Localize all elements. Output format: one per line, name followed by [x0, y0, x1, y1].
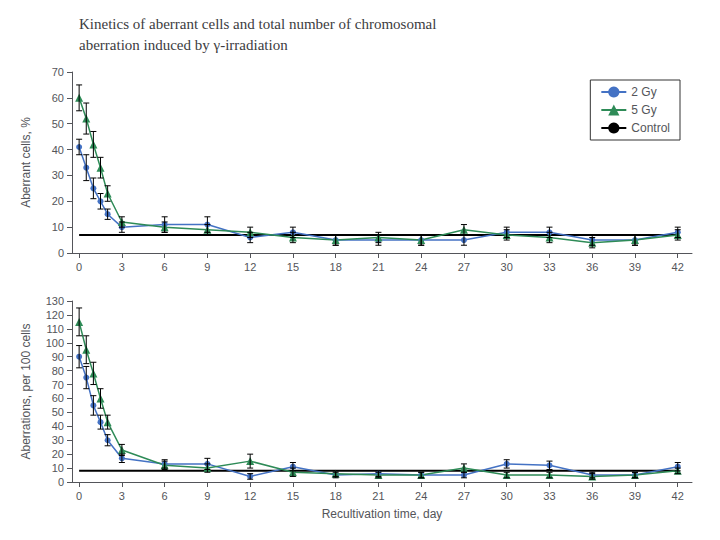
- svg-text:Aberrations, per 100 cells: Aberrations, per 100 cells: [19, 323, 33, 459]
- svg-text:130: 130: [46, 295, 64, 307]
- svg-text:33: 33: [543, 261, 555, 273]
- svg-text:36: 36: [586, 261, 598, 273]
- svg-text:0: 0: [58, 476, 64, 488]
- svg-text:27: 27: [458, 261, 470, 273]
- svg-text:110: 110: [46, 323, 64, 335]
- svg-text:3: 3: [119, 490, 125, 502]
- svg-text:3: 3: [119, 261, 125, 273]
- svg-text:60: 60: [52, 92, 64, 104]
- svg-text:6: 6: [162, 490, 168, 502]
- svg-text:27: 27: [458, 490, 470, 502]
- svg-text:42: 42: [672, 261, 684, 273]
- svg-text:70: 70: [52, 379, 64, 391]
- svg-text:18: 18: [330, 261, 342, 273]
- svg-text:30: 30: [501, 490, 513, 502]
- svg-text:Aberrant cells, %: Aberrant cells, %: [19, 117, 33, 208]
- svg-text:36: 36: [586, 490, 598, 502]
- svg-text:39: 39: [629, 261, 641, 273]
- svg-text:10: 10: [52, 462, 64, 474]
- svg-text:20: 20: [52, 195, 64, 207]
- svg-text:Recultivation time, day: Recultivation time, day: [322, 507, 443, 521]
- svg-text:12: 12: [244, 261, 256, 273]
- svg-text:9: 9: [204, 261, 210, 273]
- svg-text:0: 0: [76, 261, 82, 273]
- svg-text:60: 60: [52, 392, 64, 404]
- svg-text:80: 80: [52, 365, 64, 377]
- svg-text:18: 18: [330, 490, 342, 502]
- svg-text:39: 39: [629, 490, 641, 502]
- svg-text:24: 24: [415, 490, 427, 502]
- svg-text:21: 21: [372, 490, 384, 502]
- svg-text:5 Gy: 5 Gy: [631, 103, 656, 117]
- svg-text:30: 30: [52, 434, 64, 446]
- svg-text:aberration induced by γ-irradi: aberration induced by γ-irradiation: [79, 37, 288, 53]
- svg-text:15: 15: [287, 261, 299, 273]
- svg-text:33: 33: [543, 490, 555, 502]
- svg-text:Kinetics of aberrant cells and: Kinetics of aberrant cells and total num…: [79, 16, 436, 32]
- svg-text:9: 9: [204, 490, 210, 502]
- svg-text:42: 42: [672, 490, 684, 502]
- svg-text:70: 70: [52, 66, 64, 78]
- svg-text:40: 40: [52, 420, 64, 432]
- svg-text:0: 0: [58, 247, 64, 259]
- svg-text:40: 40: [52, 144, 64, 156]
- svg-text:30: 30: [52, 169, 64, 181]
- svg-text:50: 50: [52, 406, 64, 418]
- svg-text:50: 50: [52, 118, 64, 130]
- svg-text:15: 15: [287, 490, 299, 502]
- svg-text:24: 24: [415, 261, 427, 273]
- svg-text:Control: Control: [631, 121, 670, 135]
- svg-text:120: 120: [46, 309, 64, 321]
- svg-text:30: 30: [501, 261, 513, 273]
- svg-text:100: 100: [46, 337, 64, 349]
- svg-text:90: 90: [52, 351, 64, 363]
- svg-text:2 Gy: 2 Gy: [631, 85, 656, 99]
- svg-text:12: 12: [244, 490, 256, 502]
- svg-text:21: 21: [372, 261, 384, 273]
- svg-text:10: 10: [52, 221, 64, 233]
- svg-text:6: 6: [162, 261, 168, 273]
- svg-text:0: 0: [76, 490, 82, 502]
- svg-text:20: 20: [52, 448, 64, 460]
